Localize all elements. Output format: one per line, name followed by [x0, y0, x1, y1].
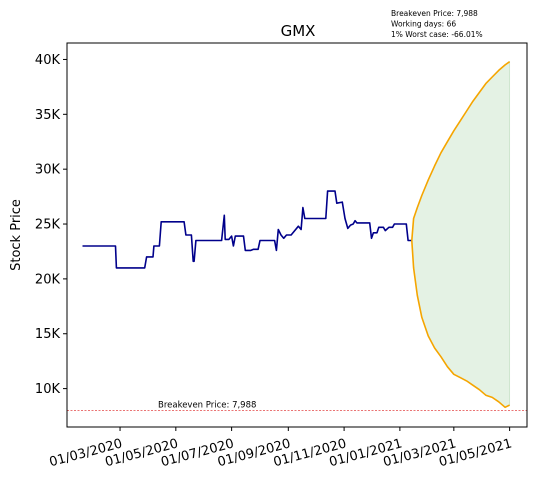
projection-upper-line — [411, 61, 511, 241]
projection-lower-line — [411, 240, 510, 409]
y-axis: 10K 15K 20K 25K 30K 35K 40K — [35, 53, 67, 397]
plot-frame — [66, 42, 528, 428]
y-tick-label: 40K — [35, 53, 61, 68]
y-tick-label: 35K — [35, 108, 61, 123]
y-tick-label: 30K — [35, 163, 61, 178]
annotation-working-days: Working days: 66 — [391, 20, 456, 29]
projection-band — [411, 60, 511, 408]
y-tick-label: 15K — [35, 327, 61, 342]
series-layer — [82, 61, 511, 409]
projection-band-layer — [411, 60, 511, 408]
chart-title: GMX — [281, 22, 316, 40]
y-tick-label: 10K — [35, 382, 61, 397]
x-axis: 01/03/202001/05/202001/07/202001/09/2020… — [48, 427, 514, 470]
breakeven-label: Breakeven Price: 7,988 — [158, 401, 256, 411]
price-history-line — [82, 190, 412, 269]
y-tick-label: 25K — [35, 218, 61, 233]
y-axis-label: Stock Price — [9, 199, 24, 271]
annotation-worst-case: 1% Worst case: -66.01% — [391, 30, 483, 39]
y-tick-label: 20K — [35, 272, 61, 287]
annotation-breakeven: Breakeven Price: 7,988 — [391, 9, 478, 18]
